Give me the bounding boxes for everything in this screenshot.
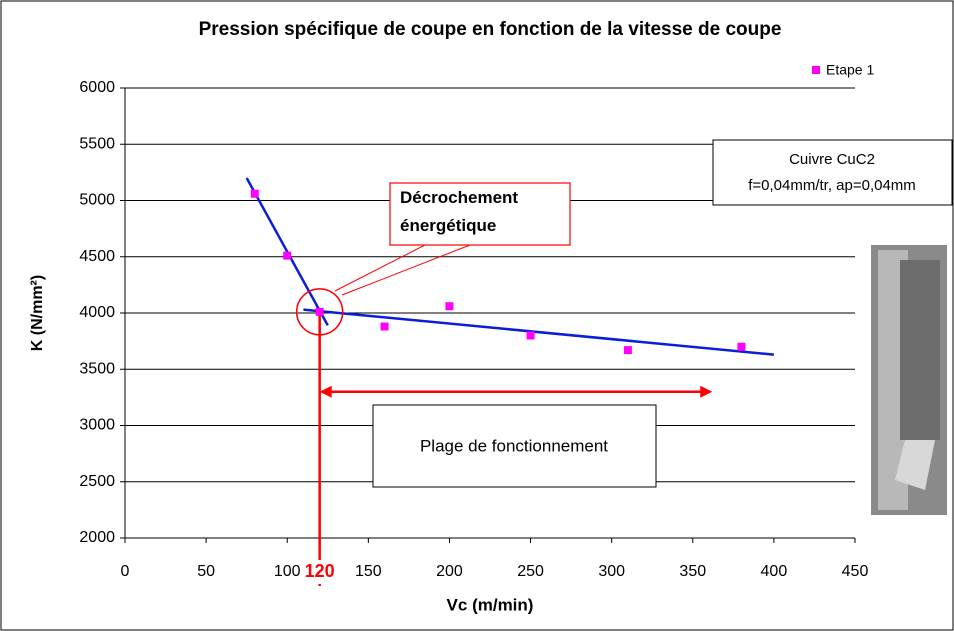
point	[316, 308, 324, 316]
y-tick-label: 4000	[79, 304, 115, 321]
y-tick-label: 5500	[79, 135, 115, 152]
x-tick-label: 150	[355, 563, 382, 580]
legend-marker	[812, 66, 820, 74]
y-tick-label: 2500	[79, 473, 115, 490]
point	[381, 323, 389, 331]
material-text: Cuivre CuC2	[789, 151, 875, 168]
point	[445, 302, 453, 310]
x-tick-label: 300	[598, 563, 625, 580]
chart-border	[1, 1, 953, 630]
x-tick-label: 100	[274, 563, 301, 580]
y-axis-label: K (N/mm²)	[29, 275, 46, 351]
point	[624, 346, 632, 354]
tool-photo	[871, 245, 947, 515]
y-tick-label: 4500	[79, 248, 115, 265]
y-tick-label: 3000	[79, 417, 115, 434]
y-tick-label: 6000	[79, 79, 115, 96]
x-tick-label: 250	[517, 563, 544, 580]
x-tick-label: 350	[679, 563, 706, 580]
y-tick-label: 2000	[79, 529, 115, 546]
conditions-text: f=0,04mm/tr, ap=0,04mm	[748, 177, 916, 194]
chart-title: Pression spécifique de coupe en fonction…	[199, 19, 782, 40]
x-axis-label: Vc (m/min)	[447, 595, 534, 614]
x-tick-label: 50	[197, 563, 215, 580]
highlight-label: 120	[305, 561, 335, 581]
x-tick-label: 400	[761, 563, 788, 580]
y-tick-label: 3500	[79, 360, 115, 377]
x-tick-label: 0	[121, 563, 130, 580]
range-text: Plage de fonctionnement	[420, 436, 608, 455]
point	[283, 252, 291, 260]
point	[527, 332, 535, 340]
chart: Pression spécifique de coupe en fonction…	[0, 0, 954, 631]
legend-label: Etape 1	[826, 62, 874, 78]
x-tick-label: 450	[842, 563, 869, 580]
point	[251, 190, 259, 198]
material-box	[713, 140, 952, 205]
x-tick-label: 200	[436, 563, 463, 580]
y-tick-label: 5000	[79, 192, 115, 209]
point	[737, 343, 745, 351]
